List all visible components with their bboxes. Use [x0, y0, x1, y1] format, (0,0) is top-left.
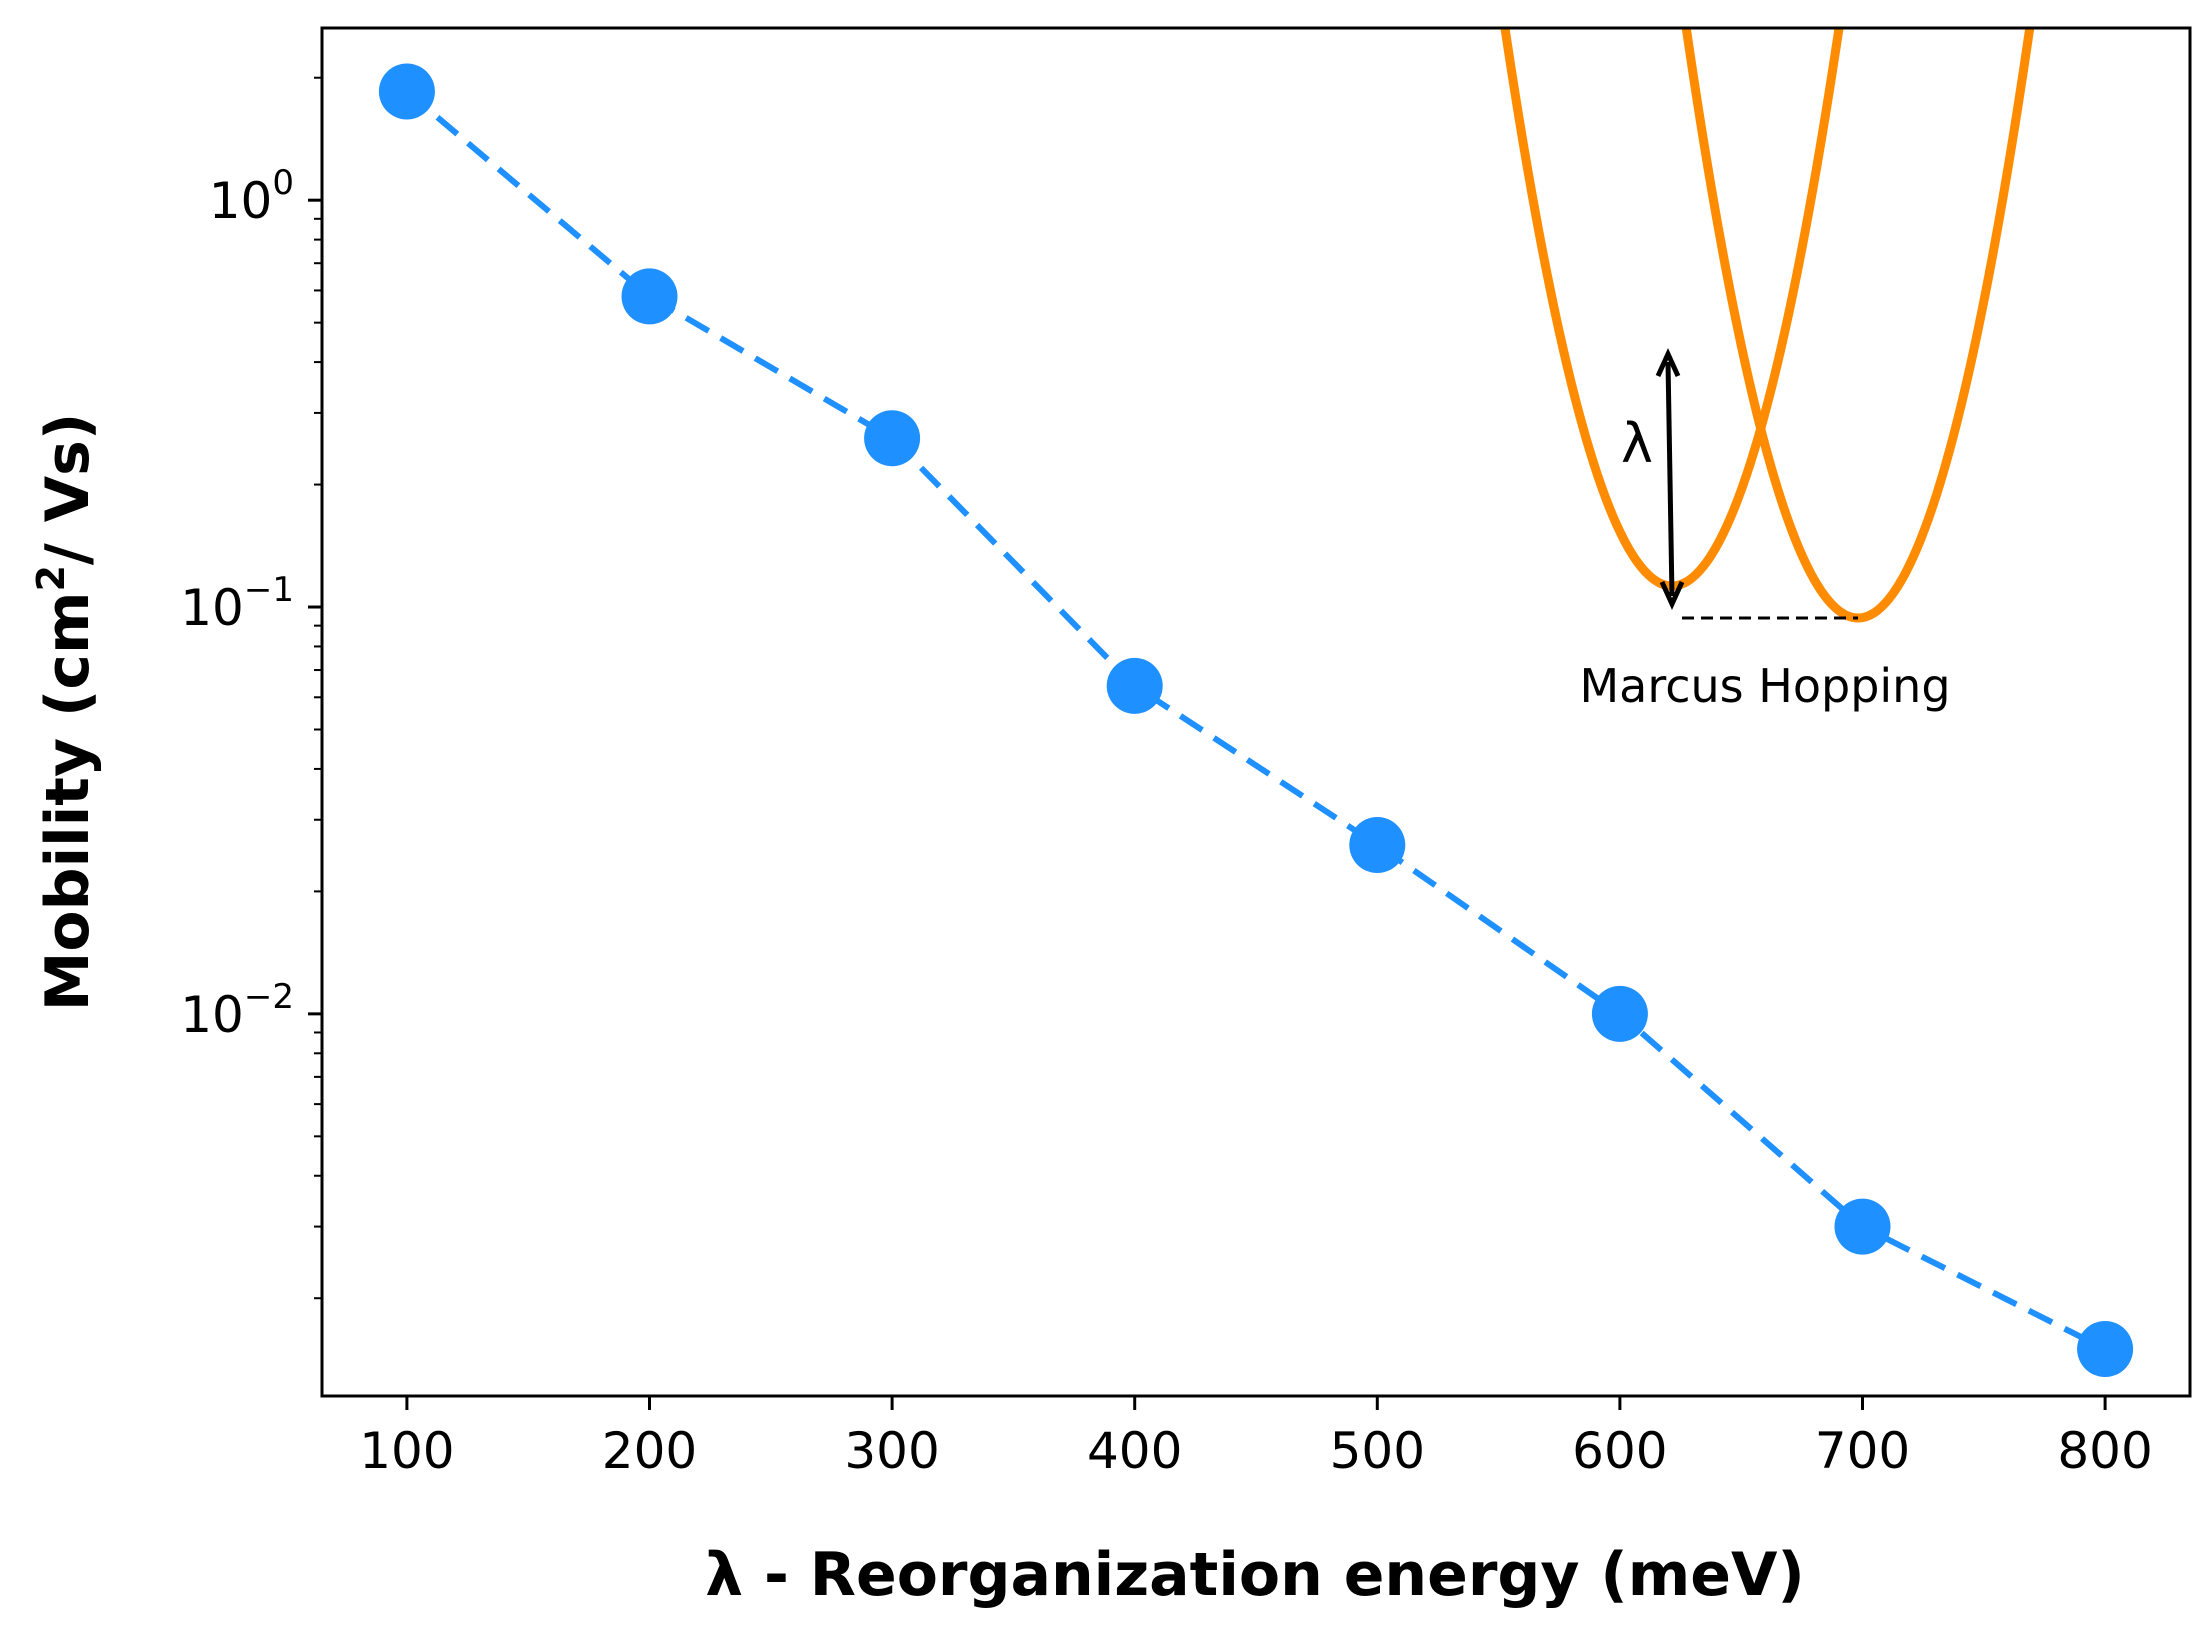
x-tick-label: 500	[1330, 1422, 1425, 1480]
lambda-arrow-head-bottom	[1659, 580, 1685, 611]
y-tick-label: 100	[209, 163, 294, 230]
series-line	[404, 89, 2107, 1352]
data-point-500	[1349, 817, 1406, 874]
y-tick-exponent: −2	[244, 977, 294, 1017]
marcus-hopping-label: Marcus Hopping	[1579, 659, 1950, 713]
y-axis-title-main: Mobility (cm	[33, 592, 103, 1012]
y-axis-title-sup: 2	[29, 565, 73, 591]
y-axis-title-tail: / Vs)	[33, 413, 103, 565]
mobility-series	[378, 63, 2134, 1378]
data-point-400	[1106, 657, 1163, 714]
lambda-label: λ	[1621, 412, 1653, 475]
data-point-600	[1591, 985, 1648, 1042]
lambda-arrow-head-top	[1655, 347, 1681, 378]
x-tick-label: 400	[1087, 1422, 1182, 1480]
plot-frame	[320, 26, 2192, 1398]
x-tick-label: 600	[1572, 1422, 1667, 1480]
marcus-inset: λ Marcus Hopping	[1500, 28, 2035, 713]
x-tick-label: 100	[359, 1422, 454, 1480]
y-tick-exponent: −1	[244, 570, 294, 610]
data-point-300	[864, 410, 921, 467]
x-tick-label: 300	[844, 1422, 939, 1480]
x-tick-label: 700	[1815, 1422, 1910, 1480]
lambda-arrow-shaft	[1665, 361, 1675, 597]
y-axis-title: Mobility (cm2/ Vs)	[29, 413, 103, 1012]
data-point-700	[1834, 1198, 1891, 1255]
inset-parabola-right	[1681, 28, 2035, 623]
y-tick-exponent: 0	[272, 163, 294, 203]
x-tick-label: 800	[2057, 1422, 2152, 1480]
x-axis: 100 200 300 400 500 600 700 800	[359, 1396, 2153, 1480]
y-tick-base: 10	[209, 172, 273, 230]
y-tick-base: 10	[180, 986, 244, 1044]
y-tick-label: 10−1	[180, 570, 294, 637]
y-tick-label: 10−2	[180, 977, 294, 1044]
data-point-200	[621, 268, 678, 325]
x-axis-title: λ - Reorganization energy (meV)	[705, 1540, 1805, 1610]
x-tick-label: 200	[602, 1422, 697, 1480]
data-point-100	[378, 63, 435, 120]
data-point-800	[2077, 1321, 2134, 1378]
y-tick-base: 10	[180, 579, 244, 637]
